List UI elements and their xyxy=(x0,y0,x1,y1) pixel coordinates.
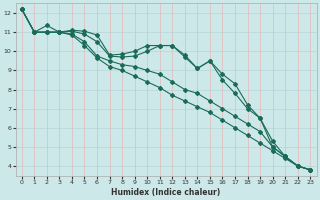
X-axis label: Humidex (Indice chaleur): Humidex (Indice chaleur) xyxy=(111,188,221,197)
